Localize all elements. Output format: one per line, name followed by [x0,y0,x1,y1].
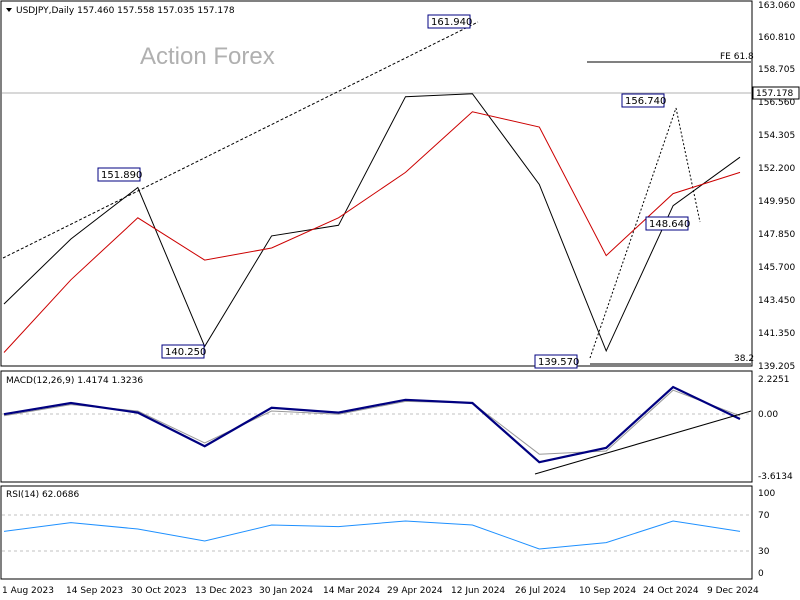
rsi-tick-label: 30 [758,547,770,557]
annotation-label: 139.570 [538,357,579,368]
annotation-139-570: 139.570 [534,354,579,369]
x-tick-label: 14 Sep 2023 [66,586,123,596]
macd-tick-label: -3.6134 [758,472,793,482]
rsi-y-axis: 100 70 30 0 [758,489,775,579]
rsi-panel-frame [0,485,753,580]
price-tick-label: 163.060 [758,1,795,11]
fib-38-2-label: 38.2 [734,354,754,364]
annotation-140-250: 140.250 [161,344,206,359]
rsi-tick-label: 70 [758,511,770,521]
rsi-tick-label: 0 [758,569,764,579]
x-tick-label: 24 Oct 2024 [643,586,699,596]
price-tick-label: 158.705 [758,65,795,75]
x-tick-label: 30 Oct 2023 [131,586,187,596]
annotation-161-940: 161.940 [427,14,472,29]
price-tick-label: 152.200 [758,164,795,174]
price-series-line [3,93,741,353]
macd-y-axis: 2.2251 0.00 -3.6134 [758,375,793,482]
x-tick-label: 10 Sep 2024 [579,586,636,596]
x-tick-label: 26 Jul 2024 [515,586,566,596]
current-price-tag [752,86,800,100]
macd-tick-label: 2.2251 [758,375,790,385]
annotation-151-890: 151.890 [97,167,142,182]
x-tick-label: 13 Dec 2023 [195,586,253,596]
macd-tick-label: 0.00 [758,410,778,420]
price-header: USDJPY,Daily 157.460 157.558 157.035 157… [16,6,235,16]
price-tick-label: 149.950 [758,197,795,207]
moving-average-line [3,111,741,353]
x-tick-label: 9 Dec 2024 [707,586,759,596]
price-panel-frame [0,0,753,367]
annotation-label: 161.940 [431,17,472,28]
annotation-label: 140.250 [165,347,206,358]
macd-trend-line [534,410,752,475]
annotation-label: 151.890 [101,170,142,181]
rsi-line [3,520,741,550]
price-tick-label: 139.205 [758,362,795,372]
rising-channel-line [2,21,479,259]
annotation-148-640: 148.640 [645,216,690,231]
x-tick-label: 12 Jun 2024 [451,586,505,596]
pullback-line [675,107,701,223]
macd-line [3,385,741,464]
recovery-trend-line [589,107,677,359]
watermark: Action Forex [140,43,275,70]
fe-61-8-label: FE 61.8 [720,52,754,62]
annotation-label: 148.640 [649,219,690,230]
price-tick-label: 156.560 [758,98,795,108]
macd-panel-frame [0,370,753,483]
rsi-tick-label: 100 [758,489,775,499]
annotation-label: 156.740 [625,96,666,107]
price-tick-label: 154.305 [758,131,795,141]
x-tick-label: 1 Aug 2023 [2,586,54,596]
price-y-axis: 163.060 160.810 158.705 156.560 154.305 … [758,1,795,372]
price-tick-label: 143.450 [758,296,795,306]
price-tick-label: 145.700 [758,263,795,273]
x-axis: 1 Aug 2023 14 Sep 2023 30 Oct 2023 13 De… [2,586,759,596]
macd-header: MACD(12,26,9) 1.4174 1.3236 [6,376,143,386]
price-tick-label: 147.850 [758,230,795,240]
annotation-156-740: 156.740 [621,93,666,108]
x-tick-label: 30 Jan 2024 [259,586,313,596]
x-tick-label: 29 Apr 2024 [387,586,443,596]
current-price-label: 157.178 [756,89,793,99]
rsi-header: RSI(14) 62.0686 [6,490,79,500]
price-tick-label: 141.350 [758,329,795,339]
price-tick-label: 160.810 [758,33,795,43]
x-tick-label: 14 Mar 2024 [323,586,380,596]
dropdown-triangle-icon[interactable] [6,8,12,12]
